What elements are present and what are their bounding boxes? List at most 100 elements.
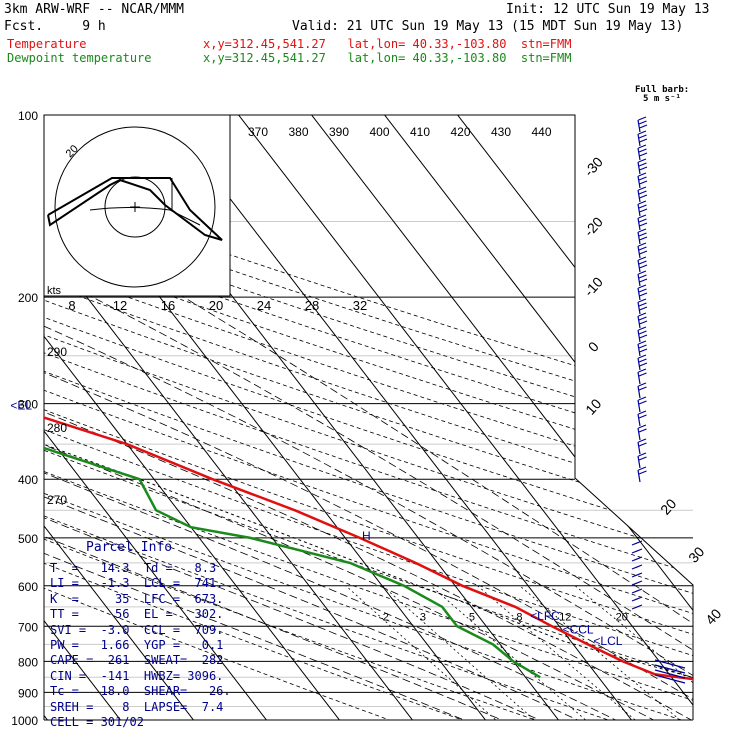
wind-barb xyxy=(637,315,641,329)
wind-barb-flag xyxy=(638,218,647,223)
dry-adiabat-310 xyxy=(44,127,693,720)
wind-barb xyxy=(637,119,641,133)
isotherm--20 xyxy=(44,115,423,720)
wind-barb xyxy=(637,329,641,343)
wind-barb-flag xyxy=(638,312,647,317)
parcel-path xyxy=(44,404,693,681)
pressure-label-700: 700 xyxy=(18,620,38,634)
wind-barb-flag xyxy=(638,246,647,251)
theta-label-390: 390 xyxy=(329,125,349,139)
wind-barb-flag xyxy=(638,270,647,275)
mixing-ratio-label-3: 3 xyxy=(420,612,426,624)
theta-left-label-290: 290 xyxy=(47,345,67,359)
wind-barb xyxy=(631,540,643,546)
theta-label-440: 440 xyxy=(531,125,551,139)
temperature-legend: Temperature xyxy=(7,37,87,51)
hodograph-axis-label: kts xyxy=(47,285,62,297)
wind-barb-flag xyxy=(639,306,648,311)
marker-ccl: <CCL xyxy=(563,623,594,637)
wind-barb-flag xyxy=(638,456,647,461)
pressure-label-500: 500 xyxy=(18,532,38,546)
wind-barb-flag xyxy=(638,232,647,237)
wind-barb-flag xyxy=(638,200,647,205)
parcel-info-row: CAPE = 261 SWEAT= 282 xyxy=(50,653,224,668)
wind-barb-flag xyxy=(639,264,648,269)
dry-adiabat-280 xyxy=(44,127,648,720)
dewpoint-legend: Dewpoint temperature xyxy=(7,51,152,65)
dry-adiabat-260 xyxy=(44,127,500,720)
init-time: Init: 12 UTC Sun 19 May 13 xyxy=(506,2,710,17)
wind-barb-flag xyxy=(639,124,648,129)
wind-barb-flag xyxy=(638,148,647,153)
isotherm-label-40: 40 xyxy=(702,605,724,627)
wind-barb xyxy=(631,556,643,562)
wind-barb-flag xyxy=(639,194,648,199)
wind-barb xyxy=(637,231,641,245)
barb-legend-line2: 5 m s⁻¹ xyxy=(643,94,681,104)
hodograph-trace-thin xyxy=(89,207,201,226)
wind-barb-flag xyxy=(638,274,647,279)
wind-barb-flag xyxy=(638,242,647,247)
dry-adiabat-410 xyxy=(44,127,693,720)
dry-adiabat-330 xyxy=(44,127,693,720)
wind-barb-flag xyxy=(639,208,648,213)
wind-barb xyxy=(637,343,641,357)
wind-barb-flag xyxy=(638,176,647,181)
wind-barb-flag xyxy=(638,130,647,135)
mixing-ratio-2 xyxy=(345,585,511,720)
wind-barb-flag xyxy=(638,298,647,303)
hodograph-speed-label-12: 12 xyxy=(113,298,127,313)
parcel-info-row: CELL = 301/02 xyxy=(50,715,144,729)
moist-adiabat--5 xyxy=(44,238,532,720)
theta-label-410: 410 xyxy=(410,125,430,139)
model-title: 3km ARW-WRF -- NCAR/MMM xyxy=(4,2,185,17)
plot-frame xyxy=(44,114,694,720)
parcel-info-row: Tc = 18.0 SHEAR= 26. xyxy=(50,684,231,699)
parcel-info-row: K = 35 LFC = 673. xyxy=(50,591,224,606)
theta-left-label-280: 280 xyxy=(47,421,67,435)
wind-barb-flag xyxy=(638,368,647,373)
hodograph-ring xyxy=(54,126,216,288)
wind-barb-flag xyxy=(639,362,648,367)
pressure-label-400: 400 xyxy=(18,473,38,487)
wind-barb-flag xyxy=(638,410,647,415)
dry-adiabat-270 xyxy=(44,127,574,720)
wind-barb-flag xyxy=(639,334,648,339)
isotherm-label-10: 10 xyxy=(582,395,604,417)
wind-barb xyxy=(631,580,643,586)
wind-barb-flag xyxy=(638,438,647,443)
isotherm-label-0: 0 xyxy=(585,338,602,355)
mixing-ratio-3 xyxy=(382,585,550,720)
pressure-label-800: 800 xyxy=(18,655,38,669)
pressure-label-1000: 1000 xyxy=(11,714,38,728)
wind-barb xyxy=(654,659,686,669)
marker-h: H xyxy=(362,529,371,543)
theta-label-420: 420 xyxy=(450,125,470,139)
wind-barb-flag xyxy=(638,116,647,121)
wind-barb-flag xyxy=(638,316,647,321)
mixing-ratio-label-20: 20 xyxy=(616,612,628,624)
wind-barb-flag xyxy=(638,340,647,345)
wind-barb-flag xyxy=(638,424,647,429)
forecast-hour: Fcst. 9 h xyxy=(4,19,106,34)
mixing-ratio-label-5: 5 xyxy=(469,612,475,624)
isotherm-label-20: 20 xyxy=(657,495,679,517)
wind-barb-flag xyxy=(638,358,647,363)
moist-adiabat-30 xyxy=(44,238,693,720)
moist-adiabat-25 xyxy=(44,238,693,720)
wind-barb-flag xyxy=(638,134,647,139)
marker-el: <EL xyxy=(10,398,32,412)
wind-barb-flag xyxy=(638,414,647,419)
wind-barb xyxy=(637,455,641,469)
theta-label-380: 380 xyxy=(288,125,308,139)
wind-barb-flag xyxy=(638,120,647,125)
wind-barb-flag xyxy=(638,326,647,331)
hodograph-box xyxy=(43,114,231,297)
dry-adiabat-440 xyxy=(44,127,693,720)
isotherm-20 xyxy=(216,115,693,720)
wind-barb xyxy=(637,413,641,427)
wind-barb-flag xyxy=(638,330,647,335)
wind-barb xyxy=(637,385,641,399)
moist-adiabat-40 xyxy=(84,238,693,720)
